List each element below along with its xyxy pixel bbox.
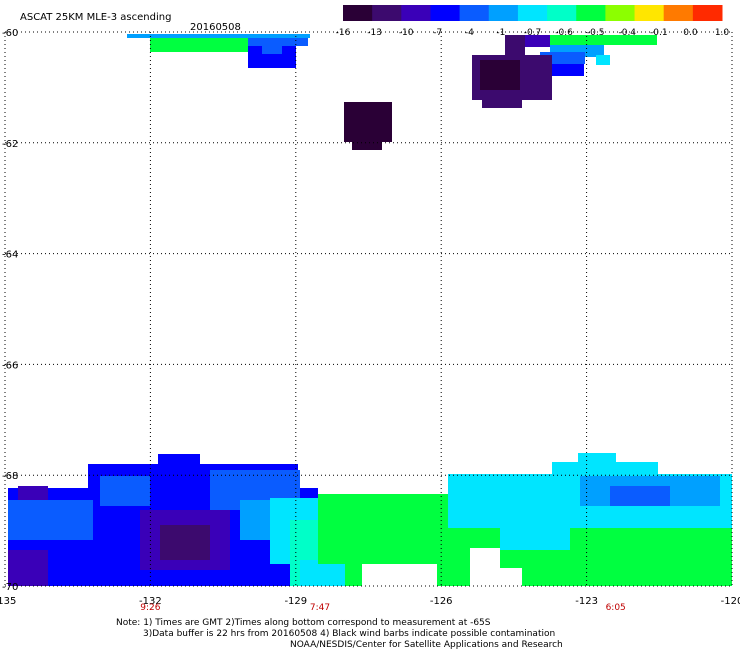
colorbar-label: -0.4 (618, 28, 636, 38)
colorbar-swatch (634, 5, 665, 21)
x-tick-labels: -135 -132 -129 -126 -123 -120 (0, 596, 740, 607)
colorbar-label: 0.0 (683, 28, 698, 38)
time-label: 7:47 (310, 603, 330, 613)
x-tick-label: -135 (0, 596, 16, 607)
chart-date: 20160508 (190, 22, 241, 33)
y-tick-labels: -60 -62 -64 -66 -68 -70 (2, 28, 18, 593)
grid-lines (4, 31, 733, 587)
data-cell (610, 486, 670, 506)
data-cell (400, 494, 460, 508)
data-cell (596, 55, 610, 65)
colorbar-label: -13 (367, 28, 382, 38)
x-tick-label: -126 (430, 596, 453, 607)
colorbar-label: -4 (465, 28, 474, 38)
colorbar-labels: -16 -13 -10 -7 -4 -1 -0.7 -0.6 -0.5 -0.4 -0.1 0.0 1.… (336, 28, 730, 38)
colorbar-label: -0.5 (587, 28, 605, 38)
data-cell (520, 35, 550, 47)
colorbar-swatch (459, 5, 490, 21)
data-cell (352, 142, 382, 150)
x-tick-label: -120 (721, 596, 740, 607)
data-cell (552, 462, 658, 476)
data-cell (344, 102, 392, 142)
time-label: 9:26 (140, 603, 160, 613)
y-tick-label: -66 (2, 360, 18, 371)
colorbar-swatch (372, 5, 402, 21)
data-cell (127, 34, 310, 38)
data-cell (100, 476, 150, 506)
x-tick-label: -129 (284, 596, 307, 607)
data-cell (150, 38, 248, 52)
colorbar-label: -7 (433, 28, 442, 38)
data-cell (548, 64, 584, 76)
data-cell (494, 568, 522, 586)
colorbar-label: 1.0 (715, 28, 730, 38)
y-tick-label: -68 (2, 471, 18, 482)
colorbar-swatch (430, 5, 461, 21)
data-cell (500, 520, 570, 550)
y-tick-label: -60 (2, 28, 18, 39)
colorbar-label: -16 (336, 28, 351, 38)
colorbar-swatch (517, 5, 548, 21)
data-cell (18, 486, 48, 500)
colorbar-label: -1 (496, 28, 505, 38)
note-line-2: 3)Data buffer is 22 hrs from 20160508 4)… (143, 629, 555, 639)
colorbar-swatch (576, 5, 606, 21)
data-cell (362, 564, 437, 586)
data-cell (578, 453, 616, 463)
colorbar-label: -10 (399, 28, 414, 38)
note-line-1: Note: 1) Times are GMT 2)Times along bot… (116, 618, 491, 628)
time-label: 6:05 (606, 603, 626, 613)
y-tick-label: -62 (2, 139, 18, 150)
data-cell (8, 550, 48, 586)
data-cell (505, 35, 657, 45)
colorbar-label: -0.6 (555, 28, 573, 38)
colorbar-swatch (663, 5, 694, 21)
time-labels: 9:26 7:47 6:05 (140, 603, 625, 613)
y-tick-label: -70 (2, 582, 18, 593)
y-tick-label: -64 (2, 250, 18, 261)
x-tick-label: -132 (139, 596, 162, 607)
data-cell (470, 528, 500, 548)
data-cell (480, 60, 520, 90)
chart-title: ASCAT 25KM MLE-3 ascending (20, 12, 171, 23)
colorbar-swatch (401, 5, 431, 21)
colorbar-swatch (692, 5, 723, 21)
data-cell (160, 525, 210, 560)
colorbar-label: -0.1 (650, 28, 668, 38)
data-cell (482, 100, 522, 108)
colorbar-swatch (605, 5, 636, 21)
colorbar-swatch (343, 5, 373, 21)
data-swaths (8, 34, 732, 586)
data-cell (262, 42, 282, 54)
colorbar-swatch (547, 5, 577, 21)
data-cell (158, 454, 200, 464)
data-cell (248, 46, 296, 68)
note-line-3: NOAA/NESDIS/Center for Satellite Applica… (290, 640, 563, 650)
data-cell (8, 500, 93, 540)
colorbar-swatch (488, 5, 519, 21)
x-tick-label: -123 (575, 596, 598, 607)
colorbar-label: -0.7 (524, 28, 542, 38)
colorbar (343, 5, 723, 21)
